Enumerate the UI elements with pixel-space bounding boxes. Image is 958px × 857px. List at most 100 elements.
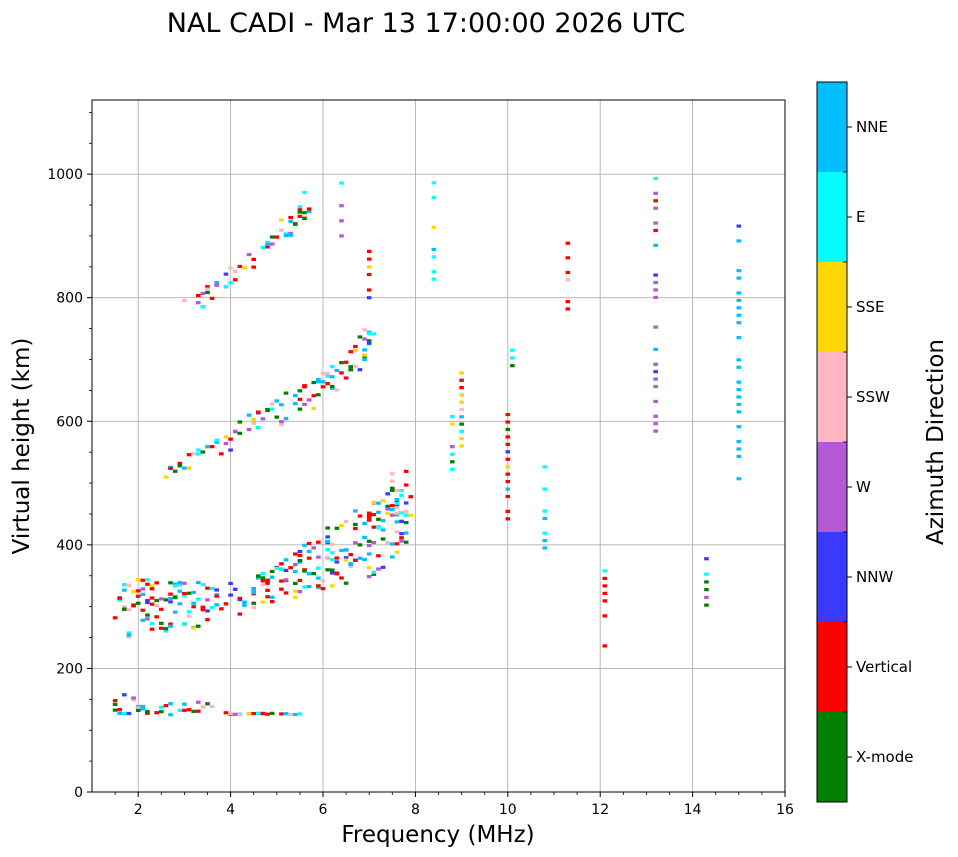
echo-mark-vertical [191,605,196,609]
echo-mark-sse [149,584,155,588]
echo-mark-nne [348,562,354,566]
echo-mark-x-mode [163,627,169,631]
echo-mark-vertical [251,711,257,716]
echo-mark-vertical [371,525,377,529]
echo-mark-nne [329,386,335,390]
echo-mark-nne [505,487,511,491]
echo-mark-vertical [149,587,155,591]
echo-mark-sse [394,550,400,554]
echo-mark-nne [256,576,261,580]
echo-mark-nne [182,702,187,706]
echo-mark-nne [339,548,344,553]
echo-mark-e [256,711,261,715]
y-tick-label: 400 [56,538,83,554]
echo-mark-nne [394,498,400,502]
echo-mark-w [653,362,658,366]
echo-mark-vertical [316,584,321,588]
echo-mark-vertical [602,591,608,596]
echo-mark-nne [316,378,321,382]
echo-mark-nne [269,595,275,599]
echo-mark-w [353,541,358,545]
echo-mark-nnw [214,588,220,592]
echo-mark-w [653,325,658,329]
echo-mark-w [653,280,658,285]
echo-mark-ssw [228,711,233,716]
echo-mark-vertical [311,394,317,398]
echo-mark-nne [736,269,742,273]
echo-mark-nnw [385,492,390,496]
echo-mark-vertical [297,207,303,211]
echo-mark-w [205,598,210,602]
echo-mark-nne [542,546,548,550]
echo-mark-vertical [251,265,257,269]
echo-mark-vertical [182,708,187,712]
colorbar-segment [817,442,847,532]
echo-mark-x-mode [256,574,261,578]
echo-mark-vertical [135,589,141,593]
echo-mark-nne [177,602,183,606]
echo-mark-vertical [168,592,173,596]
echo-mark-nne [191,601,196,605]
echo-mark-ssw [126,608,132,612]
echo-mark-vertical [366,518,372,522]
echo-mark-vertical [149,602,155,606]
echo-mark-e [366,331,372,336]
echo-mark-nne [394,520,400,524]
echo-mark-x-mode [389,488,395,492]
echo-mark-nne [362,535,367,540]
y-tick-label: 200 [56,661,83,677]
echo-mark-nnw [704,557,709,561]
echo-mark-e [145,578,150,582]
echo-mark-x-mode [283,391,289,395]
echo-mark-e [279,567,284,572]
echo-mark-nne [403,531,409,535]
echo-mark-nnw [380,565,386,569]
echo-mark-nne [117,711,123,715]
echo-mark-ssw [126,635,132,639]
x-tick-label: 16 [776,802,794,818]
echo-mark-w [653,288,658,292]
colorbar-tick-label: W [856,478,871,496]
echo-mark-vertical [348,553,354,557]
echo-mark-x-mode [348,368,354,372]
echo-mark-x-mode [112,708,118,712]
echo-mark-ssw [389,479,395,483]
echo-mark-nnw [357,368,363,372]
echo-mark-nne [306,209,312,214]
echo-mark-e [542,487,548,491]
echo-mark-nne [376,510,381,514]
echo-mark-w [385,507,390,511]
echo-mark-vertical [297,578,303,583]
echo-mark-nnw [505,450,511,454]
echo-mark-x-mode [343,581,349,585]
echo-mark-nne [292,402,298,406]
echo-mark-x-mode [269,235,275,239]
echo-mark-nne [122,588,127,592]
echo-mark-vertical [223,602,229,606]
echo-mark-sse [505,465,511,469]
echo-mark-ssw [205,287,210,291]
echo-mark-nne [283,234,289,238]
echo-mark-vertical [403,483,409,487]
echo-mark-vertical [366,514,372,518]
echo-mark-vertical [195,709,201,713]
echo-mark-vertical [376,554,381,558]
echo-mark-w [283,578,289,582]
echo-mark-x-mode [704,603,709,607]
y-tick-label: 800 [56,291,83,307]
echo-mark-nne [736,454,742,459]
echo-mark-vertical [306,541,312,546]
echo-mark-vertical [205,285,210,289]
echo-mark-nne [736,335,742,340]
echo-mark-nne [274,399,280,403]
echo-mark-nne [736,358,742,362]
echo-mark-e [177,583,183,587]
echo-mark-nne [306,585,312,589]
echo-mark-e [431,255,437,259]
echo-mark-nne [736,298,742,302]
echo-mark-ssw [394,511,400,515]
echo-mark-nne [288,219,293,224]
echo-mark-w [450,445,455,449]
echo-mark-vertical [214,594,220,598]
echo-mark-ssw [353,364,358,368]
